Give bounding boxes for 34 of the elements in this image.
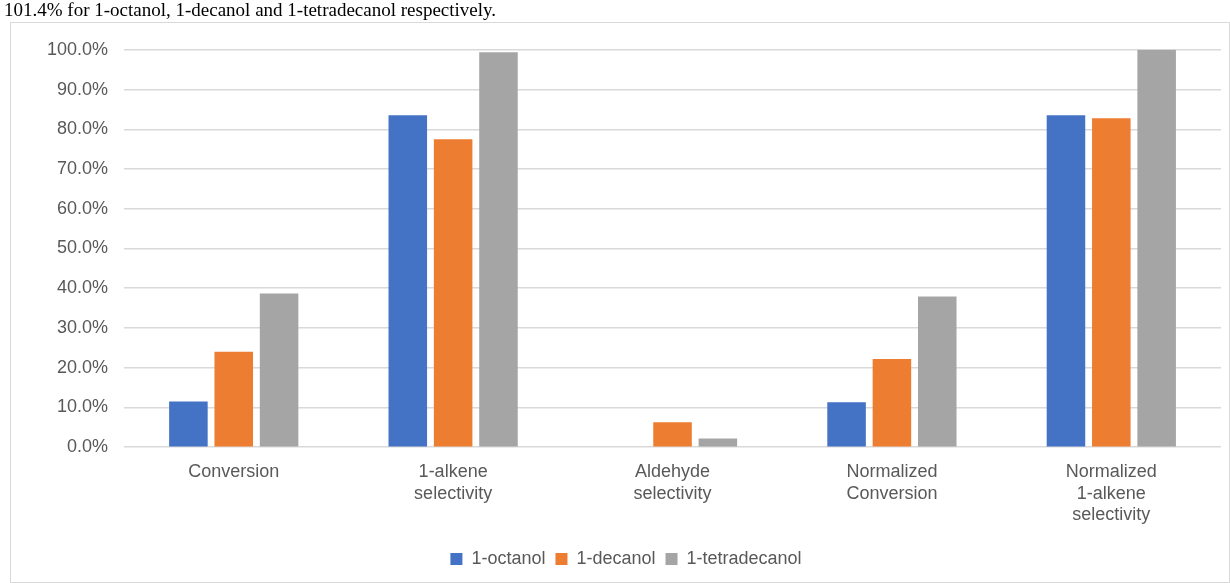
bar: [1137, 49, 1176, 447]
y-tick-label: 60.0%: [57, 197, 109, 218]
bar: [827, 402, 866, 447]
y-tick-label: 90.0%: [57, 78, 109, 99]
bar: [1092, 118, 1131, 447]
y-tick-label: 70.0%: [57, 157, 109, 178]
bar: [388, 115, 428, 447]
legend-label: 1-octanol: [471, 547, 546, 568]
y-tick-label: 0.0%: [67, 436, 109, 457]
bar: [259, 293, 299, 447]
bar: [214, 351, 254, 447]
y-tick-label: 100.0%: [46, 38, 109, 59]
bar: [479, 52, 518, 447]
text: 101.4% for 1-octanol, 1-decanol and 1-tetradecanol respectively.: [4, 0, 497, 20]
bar: [433, 139, 473, 447]
x-tick-label: Normalized Conversion: [846, 460, 938, 503]
y-tick-label: 20.0%: [57, 356, 109, 377]
y-tick-label: 80.0%: [57, 118, 109, 139]
x-tick-label: Aldehyde selectivity: [633, 460, 712, 503]
y-tick-label: 30.0%: [57, 316, 109, 337]
x-tick-label: 1-alkene selectivity: [414, 460, 493, 503]
bar: [169, 401, 208, 447]
x-tick-label: Conversion: [188, 460, 280, 481]
y-tick-label: 10.0%: [57, 396, 109, 417]
bar: [917, 296, 957, 447]
bar: [872, 358, 912, 447]
legend-label: 1-tetradecanol: [686, 547, 802, 568]
y-tick-label: 40.0%: [57, 277, 109, 298]
bar: [653, 422, 692, 447]
legend-label: 1-decanol: [576, 547, 656, 568]
x-tick-label: Normalized 1-alkene selectivity: [1065, 460, 1157, 525]
bar: [698, 438, 738, 447]
y-tick-label: 50.0%: [57, 237, 109, 258]
bar: [1046, 115, 1086, 447]
